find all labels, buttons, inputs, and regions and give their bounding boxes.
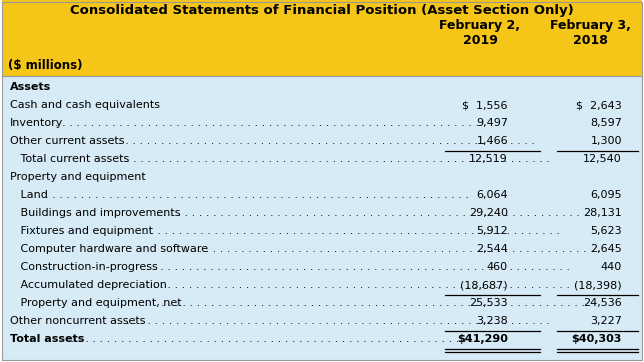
Text: Cash and cash equivalents: Cash and cash equivalents [10, 100, 160, 110]
Text: 5,912: 5,912 [477, 226, 508, 236]
Text: 3,227: 3,227 [590, 316, 622, 326]
Text: . . . . . . . . . . . . . . . . . . . . . . . . . . . . . . . . . . . . . . . . : . . . . . . . . . . . . . . . . . . . . … [162, 298, 589, 308]
Text: Total current assets: Total current assets [10, 154, 129, 164]
Text: 25,533: 25,533 [469, 298, 508, 308]
Text: Property and equipment: Property and equipment [10, 172, 146, 182]
Text: . . . . . . . . . . . . . . . . . . . . . . . . . . . . . . . . . . . . . . . . : . . . . . . . . . . . . . . . . . . . . … [45, 190, 473, 200]
Text: Construction-in-progress: Construction-in-progress [10, 262, 158, 272]
Text: Assets: Assets [10, 82, 52, 92]
Text: February 2,
2019: February 2, 2019 [439, 19, 520, 47]
Text: 460: 460 [487, 262, 508, 272]
Text: Consolidated Statements of Financial Position (Asset Section Only): Consolidated Statements of Financial Pos… [70, 4, 574, 17]
Text: Other noncurrent assets: Other noncurrent assets [10, 316, 146, 326]
Text: Other current assets: Other current assets [10, 136, 124, 146]
Text: . . . . . . . . . . . . . . . . . . . . . . . . . . . . . . . . . . . . . . . . : . . . . . . . . . . . . . . . . . . . . … [176, 244, 604, 254]
Text: . . . . . . . . . . . . . . . . . . . . . . . . . . . . . . . . . . . . . . . . : . . . . . . . . . . . . . . . . . . . . … [126, 316, 554, 326]
Text: Property and equipment, net: Property and equipment, net [10, 298, 182, 308]
Text: 28,131: 28,131 [583, 208, 622, 218]
Text: 440: 440 [601, 262, 622, 272]
Text: 2,645: 2,645 [591, 244, 622, 254]
Text: 6,064: 6,064 [477, 190, 508, 200]
Text: 3,238: 3,238 [477, 316, 508, 326]
Text: $41,290: $41,290 [457, 334, 508, 344]
Text: 2,544: 2,544 [476, 244, 508, 254]
Text: 5,623: 5,623 [591, 226, 622, 236]
Text: . . . . . . . . . . . . . . . . . . . . . . . . . . . . . . . . . . . . . . . . : . . . . . . . . . . . . . . . . . . . . … [146, 280, 574, 290]
Text: . . . . . . . . . . . . . . . . . . . . . . . . . . . . . . . . . . . . . . . . : . . . . . . . . . . . . . . . . . . . . … [111, 136, 538, 146]
Text: 6,095: 6,095 [591, 190, 622, 200]
Text: 12,519: 12,519 [469, 154, 508, 164]
Text: . . . . . . . . . . . . . . . . . . . . . . . . . . . . . . . . . . . . . . . . : . . . . . . . . . . . . . . . . . . . . … [156, 208, 584, 218]
Text: . . . . . . . . . . . . . . . . . . . . . . . . . . . . . . . . . . . . . . . . : . . . . . . . . . . . . . . . . . . . . … [146, 262, 574, 272]
Text: Buildings and improvements: Buildings and improvements [10, 208, 180, 218]
Text: Total assets: Total assets [10, 334, 84, 344]
Text: 1,300: 1,300 [591, 136, 622, 146]
Text: 1,466: 1,466 [477, 136, 508, 146]
Text: Inventory: Inventory [10, 118, 63, 128]
Text: $  1,556: $ 1,556 [462, 100, 508, 110]
Text: 24,536: 24,536 [583, 298, 622, 308]
Text: 8,597: 8,597 [590, 118, 622, 128]
Text: . . . . . . . . . . . . . . . . . . . . . . . . . . . . . . . . . . . . . . . . : . . . . . . . . . . . . . . . . . . . . … [55, 118, 483, 128]
Text: Accumulated depreciation: Accumulated depreciation [10, 280, 167, 290]
Text: February 3,
2018: February 3, 2018 [549, 19, 630, 47]
Text: (18,687): (18,687) [460, 280, 508, 290]
Bar [2, 76, 642, 360]
Text: 12,540: 12,540 [583, 154, 622, 164]
Text: (18,398): (18,398) [574, 280, 622, 290]
Text: Land: Land [10, 190, 48, 200]
Text: $40,303: $40,303 [572, 334, 622, 344]
Text: Fixtures and equipment: Fixtures and equipment [10, 226, 153, 236]
Text: $  2,643: $ 2,643 [576, 100, 622, 110]
Text: . . . . . . . . . . . . . . . . . . . . . . . . . . . . . . . . . . . . . . . . : . . . . . . . . . . . . . . . . . . . . … [71, 334, 498, 344]
Text: 9,497: 9,497 [476, 118, 508, 128]
Text: 29,240: 29,240 [469, 208, 508, 218]
Text: . . . . . . . . . . . . . . . . . . . . . . . . . . . . . . . . . . . . . . . . : . . . . . . . . . . . . . . . . . . . . … [137, 226, 564, 236]
Text: Computer hardware and software: Computer hardware and software [10, 244, 208, 254]
Text: ($ millions): ($ millions) [8, 59, 82, 72]
Text: . . . . . . . . . . . . . . . . . . . . . . . . . . . . . . . . . . . . . . . . : . . . . . . . . . . . . . . . . . . . . … [126, 154, 554, 164]
Bar [2, 0, 642, 76]
